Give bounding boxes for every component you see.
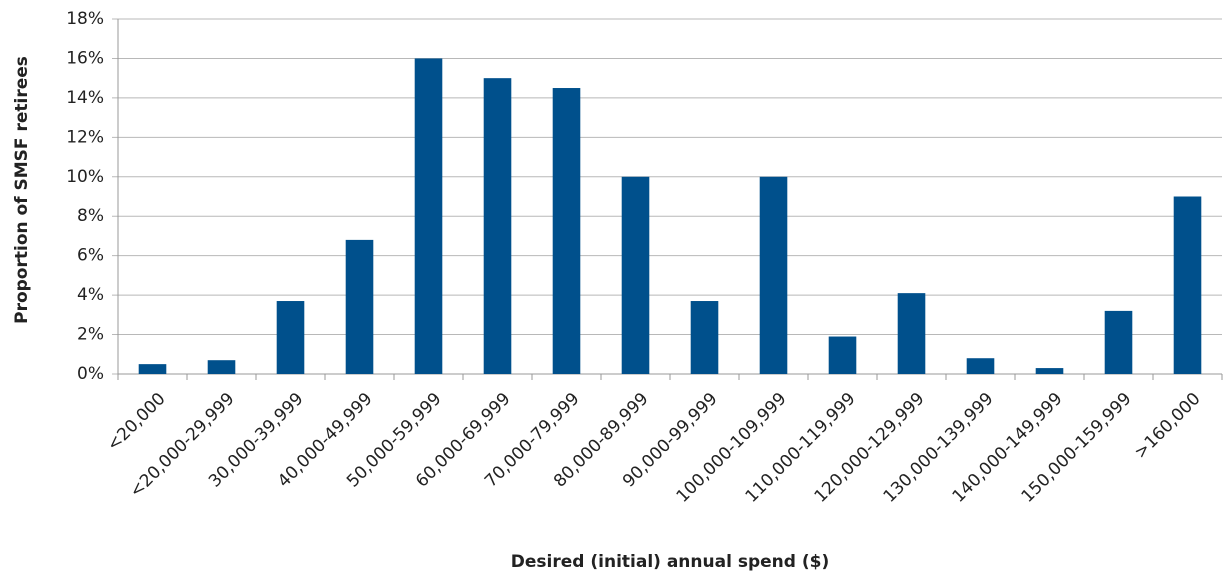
bar [345, 239, 374, 374]
y-tick-label: 10% [66, 167, 104, 187]
bar [1104, 310, 1133, 374]
x-tick-label: <20,000 [103, 389, 169, 455]
y-tick-label: 18% [66, 9, 104, 29]
bar [759, 176, 788, 374]
bar [966, 358, 995, 374]
bar [207, 360, 236, 374]
y-tick-label: 6% [77, 246, 104, 266]
x-tick-label: >160,000 [1131, 389, 1205, 463]
bar [552, 88, 581, 375]
bar [414, 58, 443, 374]
bar [621, 176, 650, 374]
y-tick-label: 16% [66, 48, 104, 68]
bar [276, 301, 305, 374]
y-tick-label: 0% [77, 364, 104, 384]
bar [828, 336, 857, 374]
y-tick-label: 12% [66, 127, 104, 147]
bar [897, 293, 926, 374]
bar [483, 78, 512, 375]
bar [138, 364, 167, 374]
bar [1035, 368, 1064, 374]
x-axis-title: Desired (initial) annual spend ($) [511, 552, 829, 572]
y-tick-label: 4% [77, 285, 104, 305]
y-tick-label: 8% [77, 206, 104, 226]
y-tick-label: 14% [66, 88, 104, 108]
y-axis-title: Proportion of SMSF retirees [12, 56, 32, 324]
bar [1173, 196, 1202, 374]
y-tick-label: 2% [77, 325, 104, 345]
bar [690, 301, 719, 374]
